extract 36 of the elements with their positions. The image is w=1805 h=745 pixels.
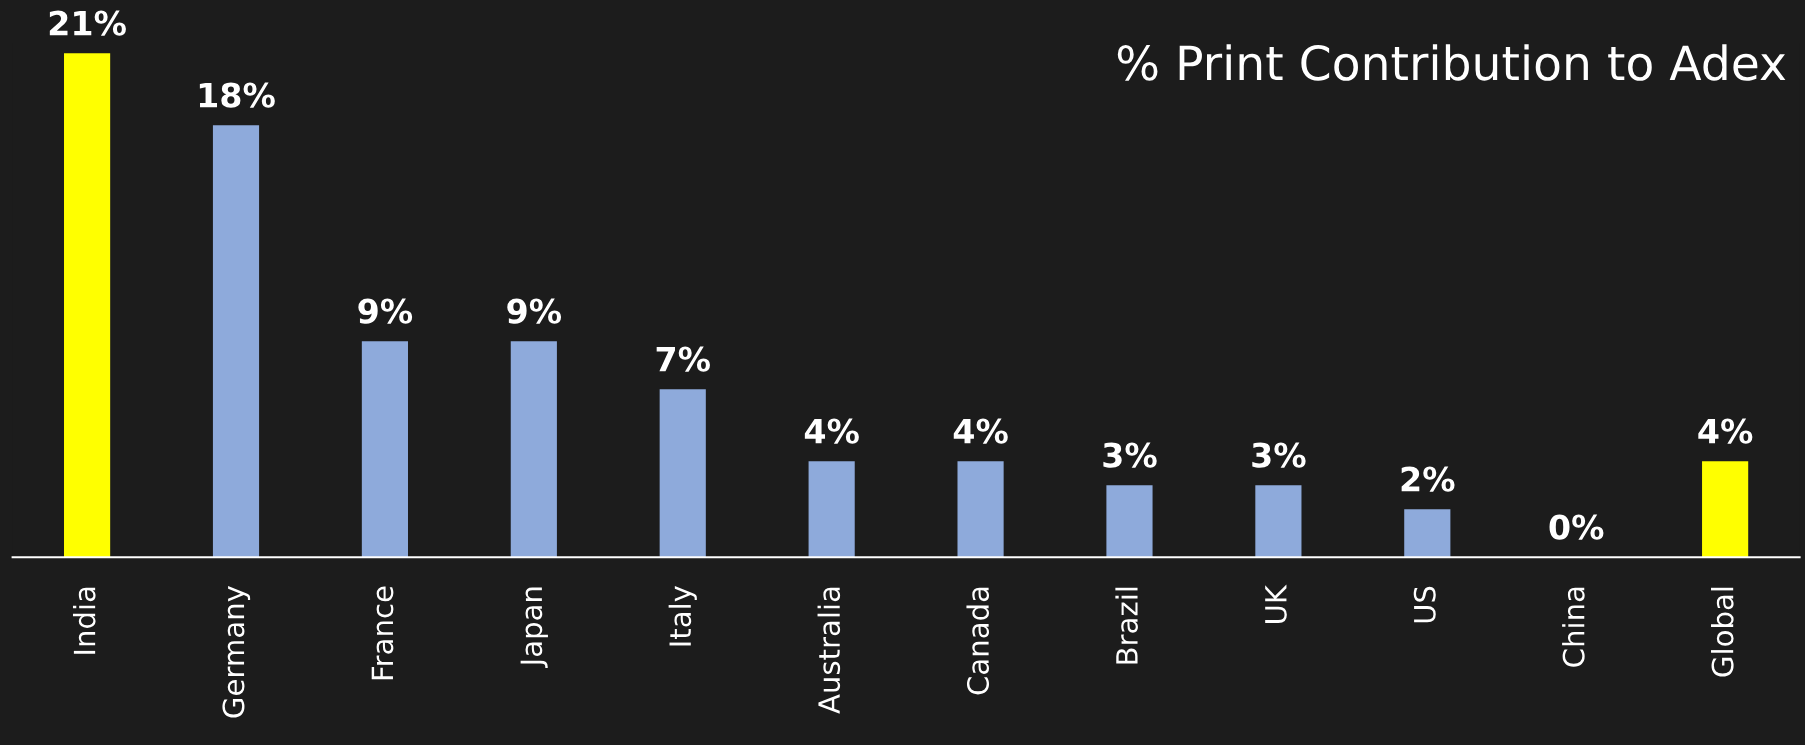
bar [510,341,557,558]
x-tick-label: China [1562,587,1585,667]
data-label: 3% [1103,442,1157,468]
x-tick-label: Brazil [1115,587,1138,664]
data-label: 21% [49,10,126,36]
data-label: 18% [199,82,275,108]
x-tick-label: UK [1265,584,1287,623]
bar [1106,485,1153,558]
x-tick-label: Japan [520,587,548,668]
bar [1255,485,1302,558]
x-tick-label: Italy [668,585,697,646]
data-label: 4% [804,418,859,444]
data-label: 4% [1698,418,1753,444]
bar [808,461,855,558]
bar [361,341,408,558]
x-tick-label: France [371,586,394,680]
bar [659,389,706,558]
x-tick-label: US [1413,586,1436,623]
data-label: 4% [953,418,1008,444]
bar [957,461,1004,558]
x-tick-label: Canada [966,587,990,695]
data-label: 9% [507,298,562,324]
bar [1404,509,1451,558]
data-label: 0% [1549,514,1604,540]
data-label: 7% [656,346,710,372]
chart-title: % Print Contribution to Adex [1117,44,1786,81]
x-tick-label: Australia [817,587,841,714]
bar [212,125,260,558]
x-tick-label: Germany [222,585,251,718]
data-label: 9% [358,298,413,324]
data-label: 3% [1252,442,1306,468]
bar [64,53,111,558]
bar [1702,461,1749,558]
data-label: 2% [1401,466,1455,492]
x-tick-label: India [72,587,96,654]
x-tick-label: Global [1711,587,1734,677]
